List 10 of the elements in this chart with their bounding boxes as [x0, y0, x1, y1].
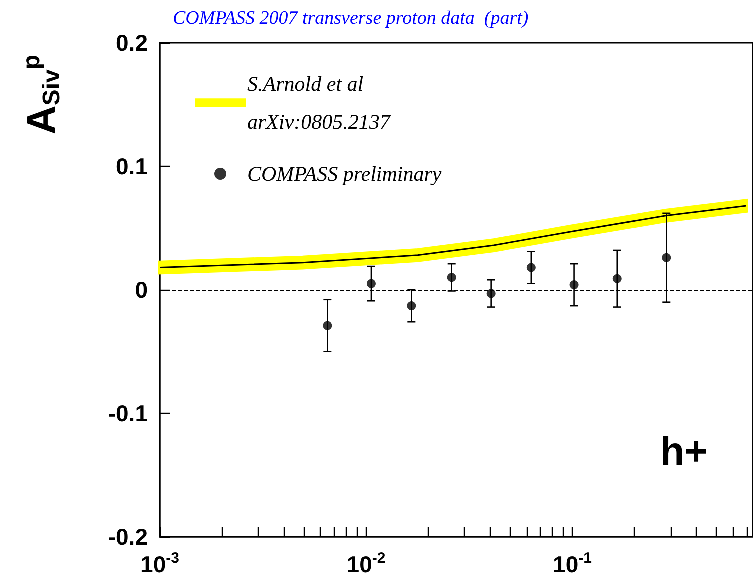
y-tick-label: -0.2: [108, 524, 148, 550]
y-tick-label: -0.1: [108, 400, 148, 426]
chart-title: COMPASS 2007 transverse proton data (part): [173, 8, 529, 29]
annotation: h+: [660, 430, 708, 474]
y-tick-label: 0.1: [116, 154, 148, 180]
y-axis-title: ASivp: [18, 54, 66, 135]
legend-label: COMPASS preliminary: [248, 162, 442, 186]
y-tick-label: 0: [135, 277, 148, 303]
y-tick-label: 0.2: [116, 30, 148, 56]
legend-label: S.Arnold et al arXiv:0805.2137: [248, 72, 392, 134]
